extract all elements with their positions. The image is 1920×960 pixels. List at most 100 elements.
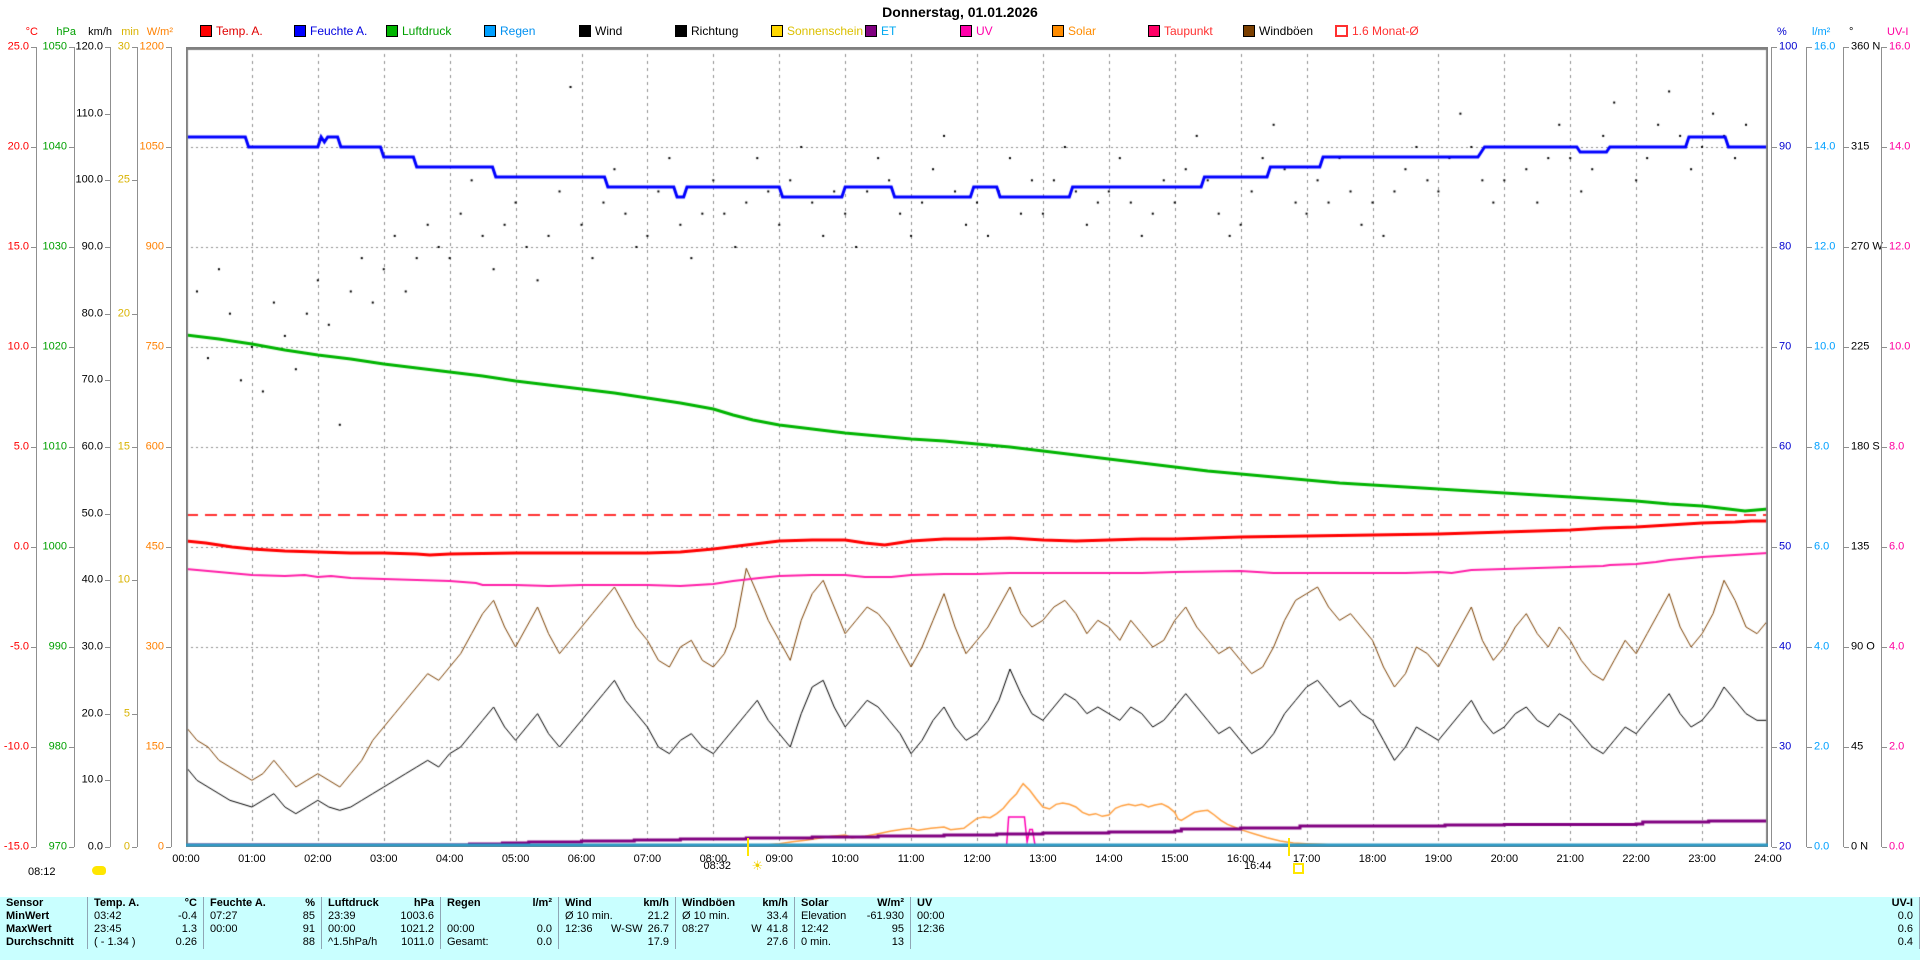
stats-cell-Luftdruck-max: 00:00 1021.2 [322,923,441,936]
stats-cell-value: 1.3 [181,923,197,935]
axis-tick-label-temp-c: 20.0 [7,140,29,153]
moonrise-time-label: 08:12 [28,866,56,878]
stats-cell-time: ^1.5hPa/h [328,936,378,948]
stats-cell-dir: W-SW [611,923,643,935]
axis-line-pressure [74,47,75,847]
axis-tick-rain-lm2 [1807,247,1812,248]
axis-tick-pressure [69,847,74,848]
legend-swatch-uv-icon [960,24,972,37]
stats-cell-value: 0.0 [1897,910,1913,922]
legend-label-et: ET [881,23,897,38]
axis-tick-label-pressure: 1030 [42,240,67,253]
stats-row-max: MaxWert 23:45 1.3 00:00 91 00:00 1021.2 00:00 0.… [0,923,1920,936]
chart-canvas[interactable] [186,47,1768,847]
axis-tick-wind-kmh [105,514,110,515]
legend-label-direction: Richtung [691,23,739,38]
stats-cell-time: Gesamt: [447,936,489,948]
stats-cell-time: 00:00 [447,923,475,935]
legend-item-sunshine: Sonnenschein [771,23,864,38]
axis-tick-label-sun-min: 30 [117,40,130,53]
axis-tick-label-temp-c: -5.0 [10,640,29,653]
axis-tick-uv-index [1882,47,1887,48]
stats-cell-value: -0.4 [178,910,197,922]
axis-unit-rain-lm2: l/m² [1812,26,1831,38]
axis-tick-label-rain-lm2: 6.0 [1814,540,1830,553]
axis-tick-label-solar-wm2: 150 [145,740,164,753]
axis-tick-wind-kmh [105,580,110,581]
axis-tick-humidity-pct [1772,147,1777,148]
legend-label-sunshine: Sonnenschein [787,23,864,38]
legend-item-uv: UV [960,24,993,38]
axis-tick-label-temp-c: 15.0 [7,240,29,253]
axis-tick-label-uv-index: 10.0 [1889,340,1911,353]
stats-cell-time: 00:00 [210,923,238,935]
legend-item-et: ET [865,23,897,38]
stats-cell-Temp. A.-max: 23:45 1.3 [88,923,204,936]
stats-header-Regen: Regen l/m² [441,897,559,910]
stats-cell-value: 0.0 [536,923,552,935]
axis-tick-label-direction-deg: 45 [1851,740,1864,753]
legend-item-gusts: Windböen [1243,23,1314,38]
time-axis-label: 01:00 [238,853,266,865]
stats-cell-time: Ø 10 min. [682,910,730,922]
legend-item-solar: Solar [1052,24,1096,38]
legend-label-rain: Regen [500,23,536,38]
axis-tick-label-rain-lm2: 4.0 [1814,640,1830,653]
legend-item-monthly-avg: 1.6 Monat-Ø [1335,24,1419,38]
axis-tick-rain-lm2 [1807,447,1812,448]
axis-tick-rain-lm2 [1807,147,1812,148]
sunrise-sun-icon: ☀ [751,858,764,873]
time-axis-label: 04:00 [435,853,464,865]
stats-header-Wind: Wind km/h [559,897,676,910]
axis-tick-temp-c [31,147,36,148]
stats-cell-Luftdruck-avg: ^1.5hPa/h 1011.0 [322,936,441,949]
axis-tick-label-sun-min: 5 [123,707,130,720]
stats-cell-time: ( - 1.34 ) [94,936,136,948]
sunset-time-label: 16:44 [1243,860,1272,872]
axis-tick-label-pressure: 1020 [42,340,67,353]
axis-tick-label-humidity-pct: 90 [1779,140,1792,153]
stats-cell-time: 08:27 [682,923,710,935]
stats-header-unit: °C [184,897,197,909]
stats-cell-time: 12:36 [565,923,593,935]
axis-tick-direction-deg [1844,147,1849,148]
stats-header-Luftdruck: Luftdruck hPa [322,897,441,910]
axis-line-direction-deg [1843,47,1844,847]
legend-swatch-sunshine-icon [771,24,783,37]
sunset-tick [1287,838,1290,856]
stats-cell-time: 12:36 [917,923,945,935]
axis-tick-rain-lm2 [1807,547,1812,548]
axis-tick-direction-deg [1844,47,1849,48]
axis-line-humidity-pct [1771,47,1772,847]
axis-tick-humidity-pct [1772,247,1777,248]
axis-tick-label-wind-kmh: 90.0 [81,240,103,253]
axis-tick-direction-deg [1844,847,1849,848]
axis-tick-label-rain-lm2: 2.0 [1814,740,1830,753]
axis-tick-wind-kmh [105,714,110,715]
stats-header-unit: W/m² [877,897,904,909]
axis-tick-label-solar-wm2: 900 [145,240,164,253]
legend-item-humidity: Feuchte A. [294,24,367,38]
axis-tick-label-uv-index: 14.0 [1889,140,1911,153]
axis-tick-label-wind-kmh: 0.0 [87,840,103,853]
moon-icon [92,866,106,875]
axis-tick-direction-deg [1844,547,1849,548]
time-axis-label: 12:00 [963,853,991,865]
axis-tick-direction-deg [1844,347,1849,348]
time-axis-label: 23:00 [1688,853,1716,865]
legend-swatch-pressure-icon [386,24,398,37]
axis-tick-label-wind-kmh: 40.0 [81,573,103,586]
axis-tick-wind-kmh [105,780,110,781]
stats-cell-time: Ø 10 min. [565,910,613,922]
stats-header-name: Windböen [682,897,736,909]
legend-label-gusts: Windböen [1259,23,1314,38]
axis-unit-sun-min: min [121,26,139,38]
axis-tick-solar-wm2 [166,847,171,848]
axis-tick-solar-wm2 [166,247,171,248]
axis-tick-pressure [69,47,74,48]
axis-unit-wind-kmh: km/h [88,26,112,38]
axis-line-sun-min [137,47,138,847]
axis-tick-label-temp-c: 10.0 [7,340,29,353]
stats-cell-value: 1003.6 [400,910,434,922]
